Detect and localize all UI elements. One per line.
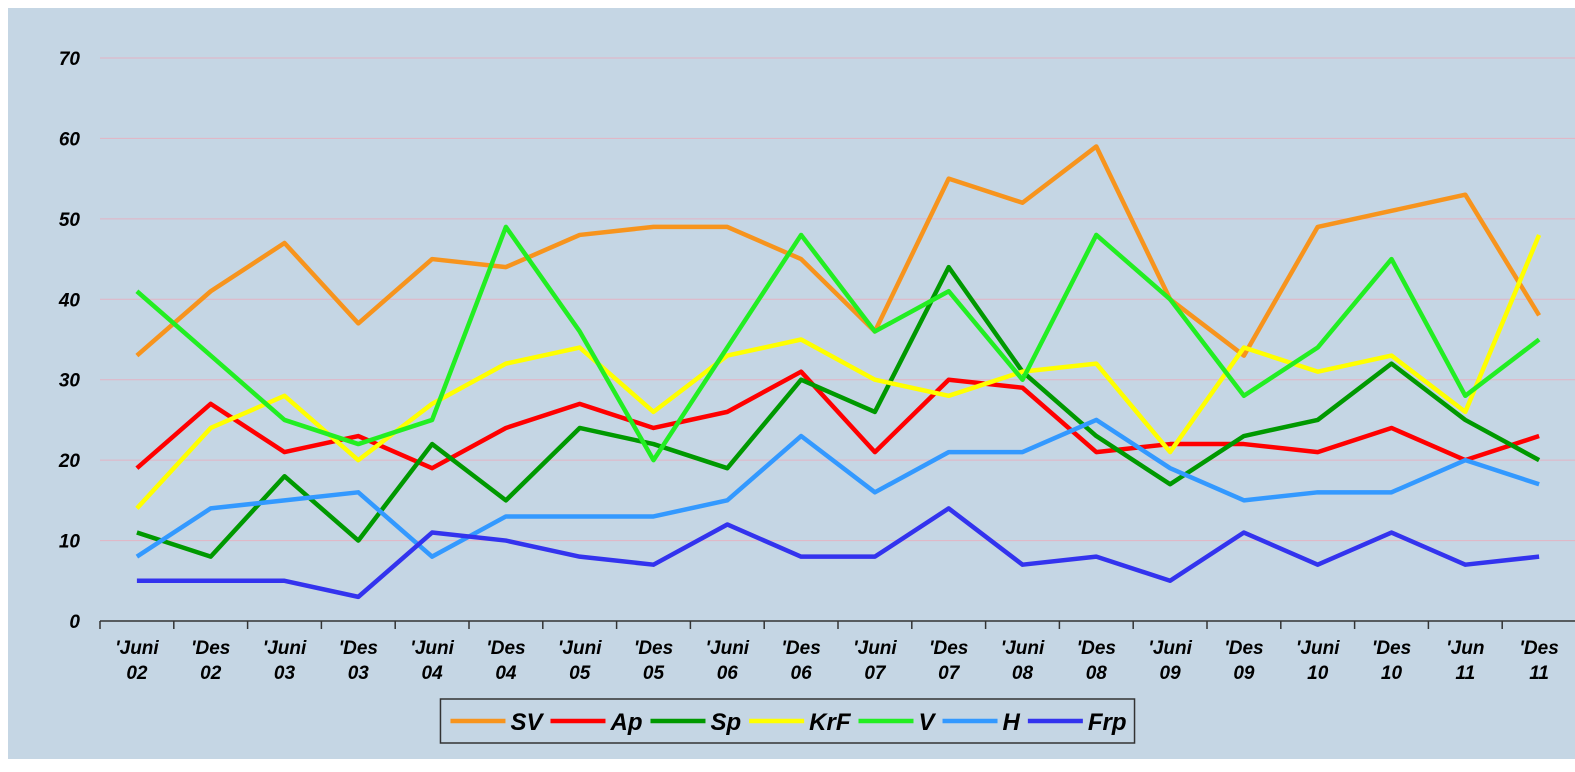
x-tick-label: 'Des 03: [339, 638, 378, 684]
y-tick-label: 70: [59, 49, 81, 70]
series-line: [136, 264, 1541, 559]
y-tick-label: 30: [59, 371, 81, 392]
x-tick-label: 'Des 10: [1372, 638, 1411, 684]
y-tick-label: 20: [58, 451, 81, 472]
x-tick-label: 'Juni 10: [1296, 638, 1340, 684]
x-tick-label: 'Juni 09: [1148, 638, 1192, 684]
series-line: [135, 417, 1540, 559]
legend-box: [439, 698, 1136, 744]
y-tick-label: 10: [59, 532, 81, 553]
series-line: [135, 234, 1542, 510]
legend-label: Ap: [609, 709, 642, 736]
x-tick-label: 'Des 06: [781, 638, 820, 684]
y-tick-label: 50: [59, 210, 81, 231]
x-tick-label: 'Des 07: [929, 638, 968, 684]
x-tick-label: 'Des 02: [191, 638, 230, 684]
legend-label: Frp: [1088, 709, 1127, 736]
x-tick-label: 'Juni 05: [558, 638, 602, 684]
legend-label: H: [1003, 709, 1021, 736]
y-tick-label: 60: [59, 129, 81, 150]
series-line: [135, 224, 1541, 463]
plot-background: [8, 8, 1575, 759]
x-tick-label: 'Des 04: [486, 638, 525, 684]
legend-label: Sp: [710, 709, 741, 736]
y-tick-label: 40: [58, 290, 81, 311]
y-tick-label: 0: [69, 612, 80, 633]
x-tick-label: 'Juni 03: [263, 638, 307, 684]
x-tick-label: 'Des 08: [1077, 638, 1116, 684]
x-tick-label: 'Juni 07: [853, 638, 897, 684]
series-line: [136, 506, 1540, 600]
legend-label: SV: [510, 709, 544, 736]
legend: SV Ap Sp KrF V H Frp: [439, 698, 1136, 744]
x-tick-label: 'Juni 08: [1001, 638, 1045, 684]
x-tick-label: 'Juni 06: [706, 638, 750, 684]
x-tick-label: 'Des 05: [634, 638, 673, 684]
series-line: [135, 144, 1542, 358]
x-tick-label: 'Des 11: [1519, 638, 1558, 684]
x-tick-label: 'Des 09: [1224, 638, 1263, 684]
x-tick-label: 'Juni 02: [115, 638, 159, 684]
x-tick-label: 'Juni 04: [410, 638, 454, 684]
x-tick-label: 'Jun 11: [1446, 638, 1484, 684]
legend-label: KrF: [809, 709, 852, 736]
legend-label: V: [919, 709, 937, 736]
